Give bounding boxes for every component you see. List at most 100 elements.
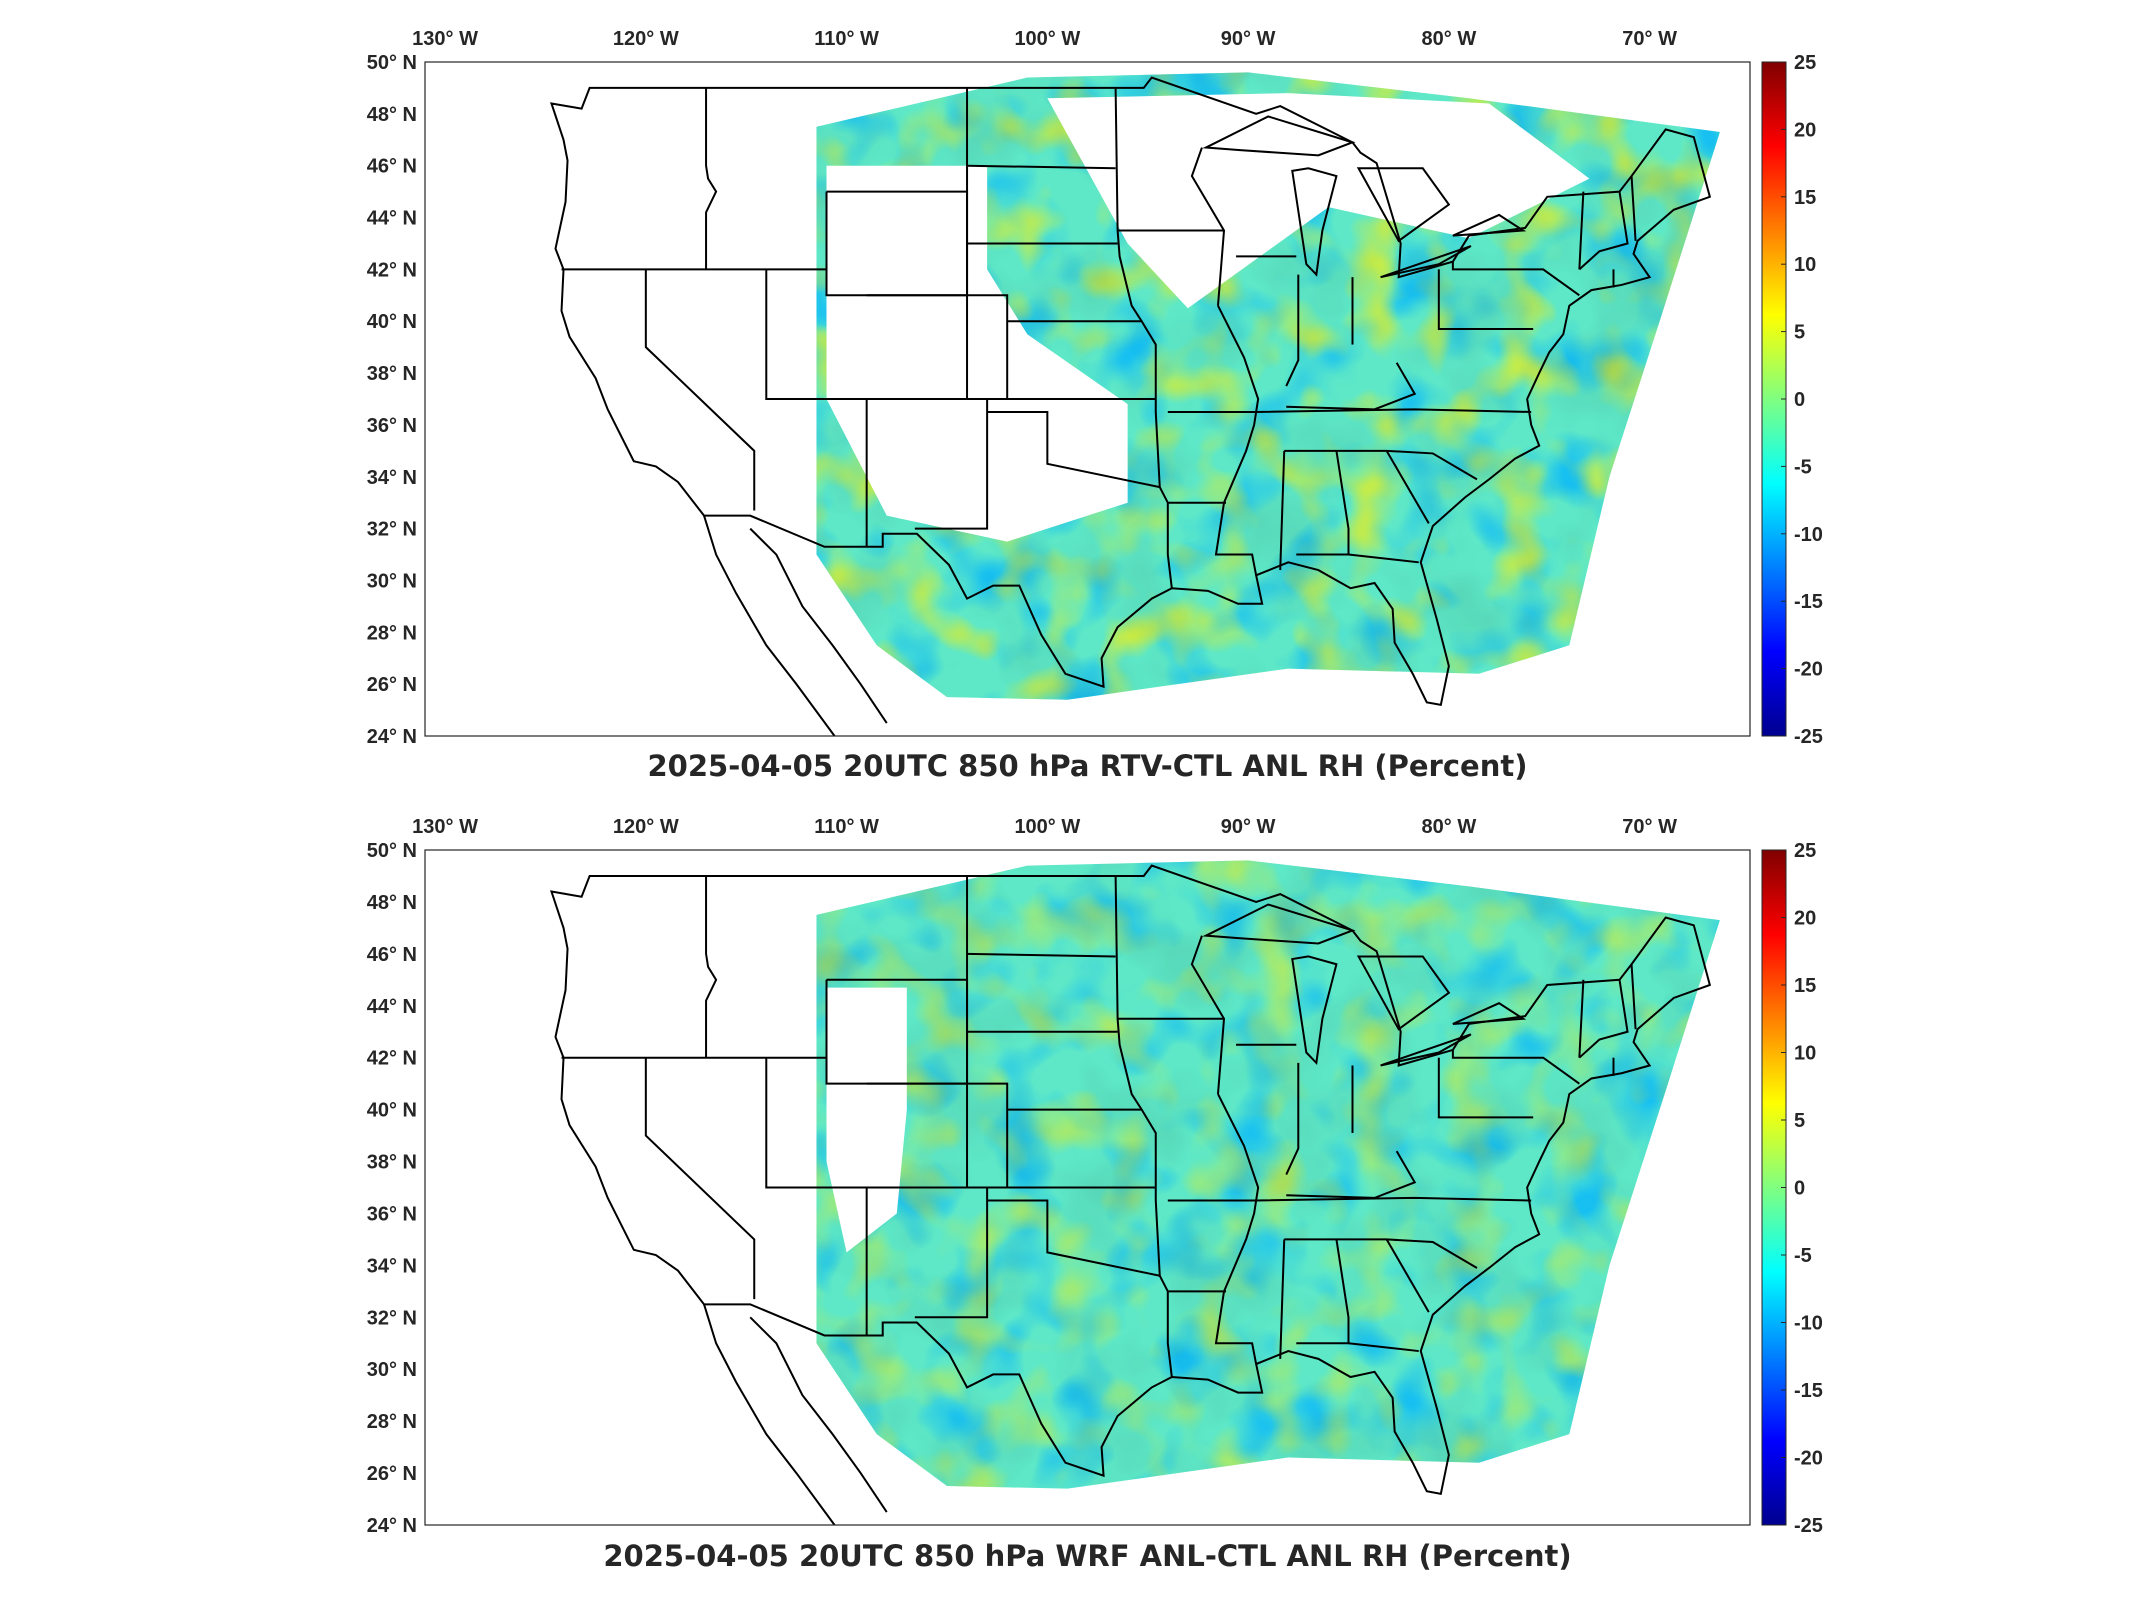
- colorbar-tick-label: 0: [1794, 389, 1805, 411]
- state-boundary: [866, 1082, 1009, 1189]
- state-boundary: [914, 399, 989, 530]
- lake-outline: [1452, 213, 1527, 237]
- state-boundary: [1296, 1239, 1350, 1345]
- longitude-tick-label: 110° W: [814, 28, 879, 50]
- colorbar-tick-label: -5: [1794, 1245, 1812, 1267]
- colorbar-tick-label: -20: [1794, 659, 1823, 681]
- colorbar-tick-label: 5: [1794, 1110, 1805, 1132]
- state-boundary: [1437, 269, 1534, 331]
- map-panel-2: 130° W 120° W 110° W 100° W 90° W 80° W 70° W 5…: [367, 816, 1823, 1573]
- colorbar-tick-label: -10: [1794, 524, 1823, 546]
- colorbar: 25 20 15 10 5 0 -5 -10 -15 -20 -25: [1761, 52, 1823, 748]
- colorbar-tick-label: 15: [1794, 975, 1816, 997]
- map-panel-1: 130° W 120° W 110° W 100° W 90° W 80° W 70° W 5…: [367, 28, 1823, 783]
- colorbar-tick-label: 25: [1794, 840, 1816, 862]
- latitude-tick-label: 32° N: [367, 519, 417, 541]
- state-boundary: [1296, 450, 1350, 556]
- latitude-tick-label: 24° N: [367, 726, 417, 748]
- latitude-tick-label: 42° N: [367, 1048, 417, 1070]
- lake-outline: [1380, 245, 1472, 279]
- latitude-tick-label: 46° N: [367, 156, 417, 178]
- state-boundary: [987, 1199, 1160, 1277]
- map-outlines: [550, 864, 1712, 1525]
- colorbar-tick-label: 10: [1794, 254, 1816, 276]
- lake-outline: [1202, 903, 1356, 945]
- state-boundary: [1190, 147, 1226, 306]
- colorbar-tick-label: -5: [1794, 456, 1812, 478]
- state-boundary: [644, 1057, 756, 1300]
- colorbar-tick-label: 20: [1794, 119, 1816, 141]
- state-boundary: [1190, 935, 1226, 1095]
- state-boundary: [1285, 274, 1300, 387]
- lake-outline: [1291, 167, 1338, 277]
- longitude-tick-label: 90° W: [1221, 28, 1276, 50]
- us-coastline: [550, 864, 1712, 1496]
- state-boundary: [1578, 979, 1629, 1059]
- colorbar-tick-label: -10: [1794, 1313, 1823, 1335]
- state-boundary: [765, 269, 868, 547]
- baja-coast: [703, 515, 836, 736]
- latitude-tick-label: 28° N: [367, 622, 417, 644]
- state-boundary: [1114, 87, 1173, 589]
- state-boundary: [1279, 450, 1286, 571]
- no-data-region: [1047, 93, 1590, 309]
- lake-outline: [1452, 1002, 1527, 1025]
- latitude-tick-label: 50° N: [367, 52, 417, 74]
- state-boundary: [1437, 1057, 1534, 1119]
- state-boundary: [1279, 1239, 1286, 1359]
- colorbar-tick-label: 20: [1794, 908, 1816, 930]
- lake-outline: [1356, 955, 1451, 1031]
- state-boundary: [1256, 408, 1532, 413]
- state-boundary: [1578, 191, 1585, 270]
- longitude-tick-label: 130° W: [412, 816, 478, 838]
- lake-outline: [1380, 1033, 1472, 1067]
- latitude-tick-label: 40° N: [367, 311, 417, 333]
- latitude-tick-label: 34° N: [367, 1255, 417, 1277]
- latitude-tick-label: 36° N: [367, 1203, 417, 1225]
- state-boundary: [1578, 191, 1629, 271]
- state-boundary: [644, 269, 756, 511]
- latitude-tick-label: 38° N: [367, 1152, 417, 1174]
- colorbar-tick-label: 0: [1794, 1178, 1805, 1200]
- state-boundary: [1451, 261, 1580, 297]
- colorbar-tick-label: 15: [1794, 187, 1816, 209]
- longitude-tick-label: 80° W: [1422, 816, 1477, 838]
- longitude-tick-label: 90° W: [1221, 816, 1276, 838]
- state-boundary: [1285, 1062, 1300, 1175]
- state-boundary: [987, 410, 1160, 489]
- panel-title: 2025-04-05 20UTC 850 hPa RTV-CTL ANL RH …: [648, 749, 1528, 783]
- no-data-region: [826, 987, 907, 1253]
- state-boundary: [1348, 553, 1419, 564]
- state-boundary: [1630, 175, 1637, 241]
- latitude-tick-label: 36° N: [367, 415, 417, 437]
- latitude-tick-label: 38° N: [367, 363, 417, 385]
- latitude-tick-label: 34° N: [367, 467, 417, 489]
- state-boundary: [967, 164, 1116, 170]
- state-boundary: [1578, 979, 1585, 1058]
- latitude-tick-label: 40° N: [367, 1100, 417, 1122]
- colorbar-tick-label: -15: [1794, 1380, 1823, 1402]
- longitude-tick-label: 130° W: [412, 28, 478, 50]
- longitude-tick-label: 70° W: [1622, 816, 1677, 838]
- map-outlines: [550, 76, 1712, 736]
- colorbar-tick-label: 10: [1794, 1043, 1816, 1065]
- state-boundary: [1286, 362, 1417, 411]
- colorbar-tick-label: -15: [1794, 591, 1823, 613]
- longitude-tick-label: 70° W: [1622, 28, 1677, 50]
- longitude-tick-label: 80° W: [1422, 28, 1477, 50]
- latitude-tick-label: 28° N: [367, 1411, 417, 1433]
- colorbar-tick-label: -25: [1794, 1515, 1823, 1537]
- state-boundary: [1451, 1049, 1580, 1085]
- lake-outline: [1356, 167, 1451, 243]
- state-boundary: [1114, 875, 1173, 1378]
- state-boundary: [866, 294, 1009, 400]
- axes-frame: [424, 849, 1751, 1526]
- latitude-tick-label: 32° N: [367, 1307, 417, 1329]
- state-boundary: [1256, 1196, 1532, 1202]
- latitude-tick-label: 48° N: [367, 104, 417, 126]
- mexico-coast: [749, 527, 888, 724]
- latitude-tick-label: 26° N: [367, 674, 417, 696]
- latitude-tick-label: 44° N: [367, 208, 417, 230]
- longitude-tick-label: 100° W: [1014, 28, 1080, 50]
